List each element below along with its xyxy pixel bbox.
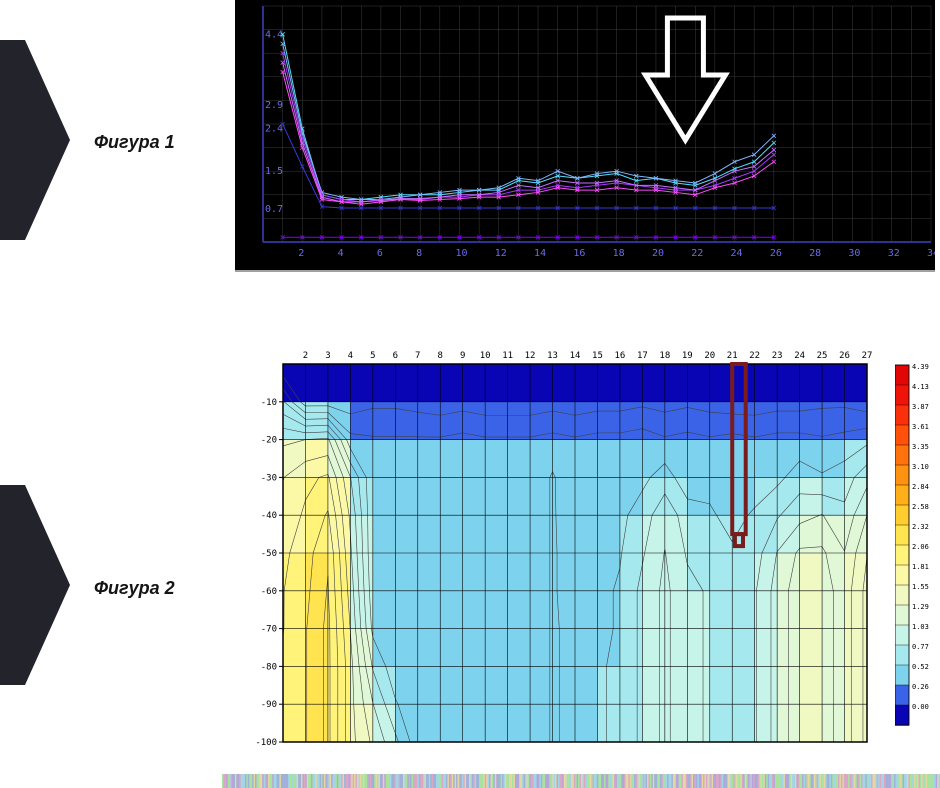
svg-text:1.81: 1.81 — [912, 563, 929, 571]
svg-text:-50: -50 — [261, 549, 277, 559]
svg-text:4.39: 4.39 — [912, 363, 929, 371]
noise-bar — [222, 774, 940, 788]
svg-text:16: 16 — [573, 248, 585, 259]
svg-text:-20: -20 — [261, 436, 277, 446]
pointer-shape-1 — [0, 40, 70, 240]
svg-text:26: 26 — [839, 351, 850, 361]
pointer-shape-2 — [0, 485, 70, 685]
heatmap-legend: 4.39 4.13 3.87 3.61 3.35 3.10 2.84 2.58 2.32 2.06… — [895, 360, 935, 730]
svg-text:0.26: 0.26 — [912, 683, 929, 691]
heatmap-panel: 2345678910111213141516171819202122232425… — [235, 340, 935, 750]
svg-text:1.55: 1.55 — [912, 583, 929, 591]
svg-text:10: 10 — [480, 351, 491, 361]
line-chart: 0.71.52.42.94.42468101214161820222426283… — [235, 0, 935, 270]
svg-text:28: 28 — [809, 248, 821, 259]
svg-text:20: 20 — [652, 248, 664, 259]
svg-text:14: 14 — [570, 351, 581, 361]
svg-text:12: 12 — [495, 248, 507, 259]
svg-text:-100: -100 — [255, 738, 277, 748]
svg-text:25: 25 — [817, 351, 828, 361]
svg-text:19: 19 — [682, 351, 693, 361]
svg-text:6: 6 — [393, 351, 398, 361]
svg-text:23: 23 — [772, 351, 783, 361]
svg-text:10: 10 — [455, 248, 467, 259]
svg-text:3: 3 — [325, 351, 330, 361]
svg-text:24: 24 — [731, 248, 743, 259]
svg-text:2: 2 — [298, 248, 304, 259]
svg-text:24: 24 — [794, 351, 805, 361]
svg-text:0.52: 0.52 — [912, 663, 929, 671]
svg-text:14: 14 — [534, 248, 546, 259]
svg-text:-80: -80 — [261, 662, 277, 672]
svg-text:30: 30 — [848, 248, 860, 259]
svg-text:7: 7 — [415, 351, 420, 361]
svg-text:11: 11 — [502, 351, 513, 361]
figure-1-label: Фигура 1 — [94, 132, 175, 153]
page: Фигура 1 Фигура 2 0.71.52.42.94.42468101… — [0, 0, 940, 788]
svg-text:17: 17 — [637, 351, 648, 361]
svg-text:2.84: 2.84 — [912, 483, 929, 491]
figure-2-label: Фигура 2 — [94, 578, 175, 599]
svg-text:2: 2 — [303, 351, 308, 361]
svg-text:2.4: 2.4 — [265, 124, 283, 135]
svg-text:22: 22 — [691, 248, 703, 259]
svg-text:3.10: 3.10 — [912, 463, 929, 471]
svg-text:21: 21 — [727, 351, 738, 361]
svg-text:5: 5 — [370, 351, 375, 361]
heatmap-chart: 2345678910111213141516171819202122232425… — [235, 340, 875, 750]
svg-text:0.00: 0.00 — [912, 703, 929, 711]
svg-text:12: 12 — [525, 351, 536, 361]
svg-text:-70: -70 — [261, 625, 277, 635]
svg-text:27: 27 — [862, 351, 873, 361]
svg-text:8: 8 — [438, 351, 443, 361]
svg-text:3.87: 3.87 — [912, 403, 929, 411]
svg-text:15: 15 — [592, 351, 603, 361]
svg-text:4.4: 4.4 — [265, 29, 283, 40]
svg-text:1.29: 1.29 — [912, 603, 929, 611]
svg-text:8: 8 — [416, 248, 422, 259]
svg-text:3.35: 3.35 — [912, 443, 929, 451]
svg-text:1.5: 1.5 — [265, 166, 283, 177]
svg-text:-10: -10 — [261, 398, 277, 408]
line-chart-panel: 0.71.52.42.94.42468101214161820222426283… — [235, 0, 935, 272]
svg-text:22: 22 — [749, 351, 760, 361]
svg-text:4: 4 — [348, 351, 353, 361]
svg-text:2.32: 2.32 — [912, 523, 929, 531]
svg-text:9: 9 — [460, 351, 465, 361]
svg-text:26: 26 — [770, 248, 782, 259]
svg-text:2.9: 2.9 — [265, 100, 283, 111]
svg-text:4: 4 — [338, 248, 344, 259]
svg-text:3.61: 3.61 — [912, 423, 929, 431]
svg-text:20: 20 — [704, 351, 715, 361]
svg-text:18: 18 — [659, 351, 670, 361]
svg-text:34: 34 — [927, 248, 935, 259]
svg-text:16: 16 — [615, 351, 626, 361]
svg-text:4.13: 4.13 — [912, 383, 929, 391]
svg-text:2.58: 2.58 — [912, 503, 929, 511]
svg-text:18: 18 — [613, 248, 625, 259]
svg-text:-40: -40 — [261, 511, 277, 521]
svg-text:6: 6 — [377, 248, 383, 259]
svg-text:-60: -60 — [261, 587, 277, 597]
svg-text:13: 13 — [547, 351, 558, 361]
svg-text:0.77: 0.77 — [912, 643, 929, 651]
svg-text:32: 32 — [888, 248, 900, 259]
svg-text:-30: -30 — [261, 473, 277, 483]
svg-text:2.06: 2.06 — [912, 543, 929, 551]
svg-text:1.03: 1.03 — [912, 623, 929, 631]
svg-text:-90: -90 — [261, 700, 277, 710]
svg-text:0.7: 0.7 — [265, 204, 283, 215]
